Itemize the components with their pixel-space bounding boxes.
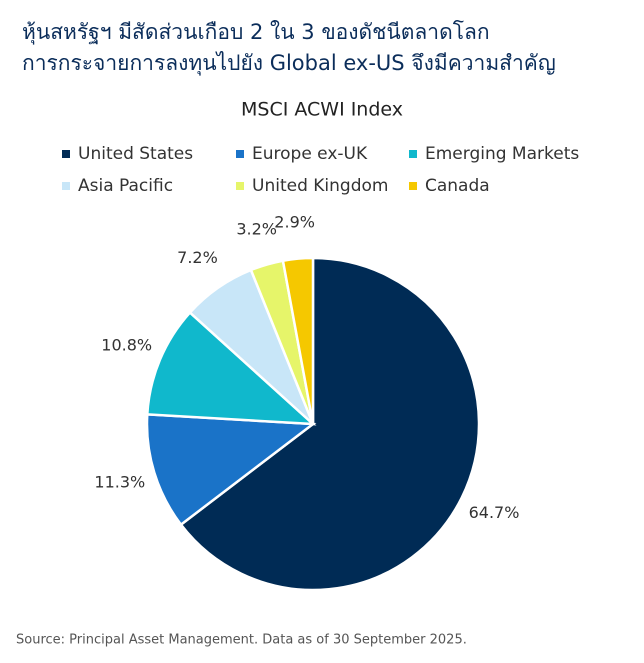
pie-slice: [145, 310, 317, 426]
legend-swatch: [62, 150, 70, 158]
chart-subtitle: MSCI ACWI Index: [241, 99, 403, 121]
legend-label: Asia Pacific: [78, 176, 173, 196]
pie-slice: [179, 256, 481, 592]
data-label: 2.9%: [274, 212, 315, 231]
data-label: 10.8%: [101, 335, 152, 354]
chart-title: หุ้นสหรัฐฯ มีสัดส่วนเกือบ 2 ใน 3 ของดัชน…: [22, 20, 490, 45]
legend-swatch: [409, 150, 417, 158]
source-note: Source: Principal Asset Management. Data…: [16, 633, 467, 648]
chart-title: การกระจายการลงทุนไปยัง Global ex-US จึงม…: [22, 51, 556, 76]
data-label: 3.2%: [236, 220, 277, 239]
legend-label: Canada: [425, 176, 490, 196]
legend-swatch: [409, 182, 417, 190]
legend-label: Emerging Markets: [425, 144, 579, 164]
legend-swatch: [236, 182, 244, 190]
legend-swatch: [236, 150, 244, 158]
pie-slice: [145, 413, 317, 527]
legend-label: Europe ex-UK: [252, 144, 368, 164]
data-label: 7.2%: [177, 248, 218, 267]
pie-slice: [281, 256, 315, 425]
legend-label: United Kingdom: [252, 176, 388, 196]
legend-label: United States: [78, 144, 193, 164]
data-label: 11.3%: [94, 473, 145, 492]
legend-swatch: [62, 182, 70, 190]
data-label: 64.7%: [469, 503, 520, 522]
